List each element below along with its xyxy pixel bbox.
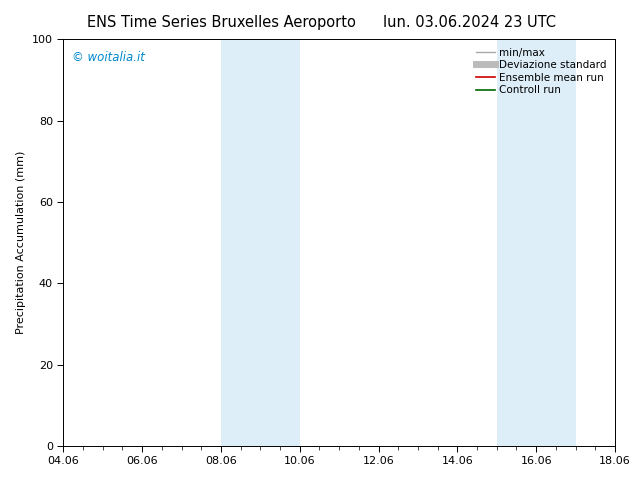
Legend: min/max, Deviazione standard, Ensemble mean run, Controll run: min/max, Deviazione standard, Ensemble m… (473, 45, 610, 98)
Y-axis label: Precipitation Accumulation (mm): Precipitation Accumulation (mm) (16, 151, 27, 334)
Text: ENS Time Series Bruxelles Aeroporto: ENS Time Series Bruxelles Aeroporto (87, 15, 356, 30)
Text: © woitalia.it: © woitalia.it (72, 51, 145, 64)
Bar (261, 39, 300, 446)
Bar (497, 39, 536, 446)
Bar (221, 39, 261, 446)
Bar (536, 39, 576, 446)
Text: lun. 03.06.2024 23 UTC: lun. 03.06.2024 23 UTC (383, 15, 555, 30)
